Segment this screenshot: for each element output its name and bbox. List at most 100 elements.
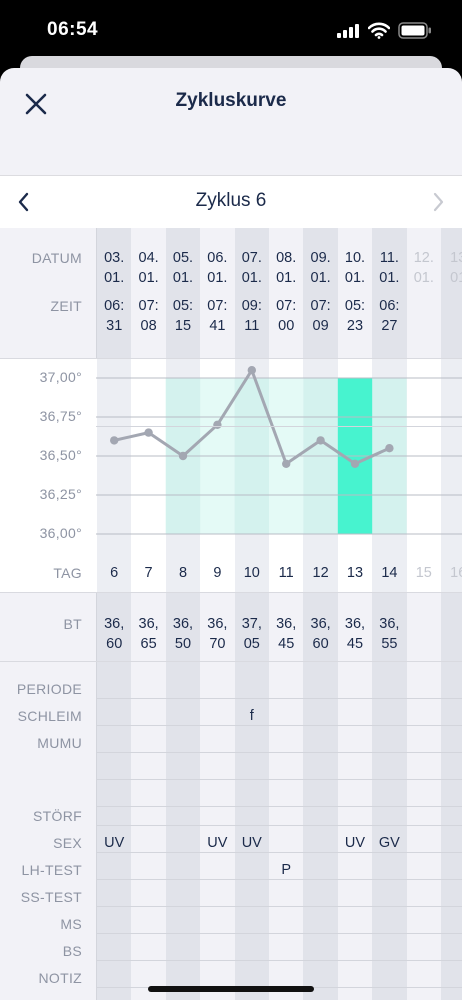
time-cell[interactable]: 31 <box>106 318 123 334</box>
temperature-cell[interactable]: 36, <box>104 616 125 632</box>
temperature-cell[interactable]: 55 <box>381 636 398 652</box>
date-cell[interactable]: 10. <box>344 250 366 266</box>
cycle-day-cell[interactable]: 10 <box>243 565 260 581</box>
time-cell[interactable]: 06: <box>104 298 125 314</box>
temperature-cell[interactable]: 36, <box>276 616 297 632</box>
temperature-point[interactable] <box>385 444 394 453</box>
date-cell[interactable]: 06. <box>207 250 228 266</box>
temperature-point[interactable] <box>213 420 222 429</box>
time-cell[interactable]: 07: <box>310 298 331 314</box>
temperature-cell[interactable]: 37, <box>241 616 262 632</box>
page-title: Zykluskurve <box>175 90 287 111</box>
temperature-cell[interactable]: 60 <box>106 636 123 652</box>
temperature-cell[interactable]: 45 <box>278 636 295 652</box>
mucus-cell[interactable]: f <box>249 708 254 724</box>
time-cell[interactable]: 27 <box>381 318 398 334</box>
date-cell[interactable]: 01 <box>450 270 462 286</box>
temperature-cell[interactable]: 05 <box>243 636 260 652</box>
temperature-cell[interactable]: 36, <box>207 616 228 632</box>
temperature-point[interactable] <box>144 428 153 437</box>
time-cell[interactable]: 05: <box>172 298 194 314</box>
date-cell[interactable]: 01. <box>310 270 331 286</box>
day-column <box>406 228 441 1000</box>
date-cell[interactable]: 01. <box>276 270 297 286</box>
temperature-cell[interactable]: 36, <box>344 616 366 632</box>
date-cell[interactable]: 01. <box>379 270 400 286</box>
temperature-cell[interactable]: 36, <box>172 616 194 632</box>
cycle-day-cell[interactable]: 13 <box>346 565 364 581</box>
time-cell[interactable]: 05: <box>344 298 366 314</box>
battery-icon <box>398 22 431 39</box>
temperature-point[interactable] <box>178 451 188 461</box>
time-cell[interactable]: 15 <box>174 318 192 334</box>
sex-cell[interactable]: UV <box>104 835 125 851</box>
temperature-point[interactable] <box>247 366 256 375</box>
label-bt: BT <box>63 616 82 632</box>
temperature-cell[interactable]: 45 <box>346 636 364 652</box>
label-notiz: NOTIZ <box>38 970 82 986</box>
chevron-right-icon[interactable] <box>428 190 448 214</box>
cycle-day-cell[interactable]: 12 <box>312 565 329 581</box>
date-cell[interactable]: 01. <box>344 270 366 286</box>
cycle-day-cell[interactable]: 9 <box>213 565 222 581</box>
date-cell[interactable]: 01. <box>138 270 159 286</box>
chevron-left-icon[interactable] <box>14 190 34 214</box>
temperature-cell[interactable]: 36, <box>310 616 331 632</box>
sex-cell[interactable]: UV <box>241 835 262 851</box>
date-cell[interactable]: 01. <box>207 270 228 286</box>
temperature-cell[interactable]: 60 <box>312 636 329 652</box>
date-cell[interactable]: 01. <box>241 270 262 286</box>
time-cell[interactable]: 11 <box>244 318 260 334</box>
close-icon[interactable] <box>22 90 50 118</box>
date-cell[interactable]: 12. <box>413 250 434 266</box>
temperature-cell[interactable]: 50 <box>174 636 192 652</box>
temperature-point[interactable] <box>316 436 325 445</box>
temperature-point[interactable] <box>282 459 291 468</box>
y-axis-tick-label: 36,00° <box>39 525 82 541</box>
cycle-day-cell[interactable]: 8 <box>178 565 188 581</box>
date-cell[interactable]: 03. <box>104 250 125 266</box>
time-cell[interactable]: 09 <box>312 318 329 334</box>
time-cell[interactable]: 00 <box>278 318 295 334</box>
date-cell[interactable]: 01. <box>413 270 434 286</box>
temperature-point[interactable] <box>350 459 360 468</box>
time-cell[interactable]: 06: <box>379 298 400 314</box>
time-cell[interactable]: 41 <box>209 318 226 334</box>
sex-cell[interactable]: UV <box>207 835 228 851</box>
sex-cell[interactable]: UV <box>344 835 366 851</box>
temperature-chart <box>96 366 462 535</box>
temperature-cell[interactable]: 70 <box>209 636 226 652</box>
time-cell[interactable]: 08 <box>140 318 157 334</box>
time-cell[interactable]: 07: <box>276 298 297 314</box>
time-cell[interactable]: 23 <box>346 318 364 334</box>
time-cell[interactable]: 07: <box>138 298 159 314</box>
time-cell[interactable]: 07: <box>207 298 228 314</box>
temperature-cell[interactable]: 36, <box>379 616 400 632</box>
date-cell[interactable]: 01. <box>172 270 194 286</box>
status-bar: 06:54 <box>0 0 462 62</box>
temperature-cell[interactable]: 36, <box>138 616 159 632</box>
cycle-day-cell[interactable]: 6 <box>110 565 119 581</box>
temperature-point[interactable] <box>110 436 119 445</box>
sex-cell[interactable]: GV <box>378 835 400 851</box>
cycle-day-cell[interactable]: 14 <box>381 565 398 581</box>
status-time: 06:54 <box>47 19 99 40</box>
date-cell[interactable]: 08. <box>276 250 297 266</box>
temperature-cell[interactable]: 65 <box>140 636 157 652</box>
row-divider <box>96 698 462 699</box>
cycle-day-cell[interactable]: 16 <box>450 565 462 581</box>
label-datum: DATUM <box>31 250 82 266</box>
date-cell[interactable]: 11. <box>379 250 399 266</box>
date-cell[interactable]: 07. <box>241 250 262 266</box>
section-divider <box>0 661 462 662</box>
date-cell[interactable]: 05. <box>172 250 194 266</box>
date-cell[interactable]: 09. <box>310 250 331 266</box>
cycle-day-cell[interactable]: 7 <box>144 565 153 581</box>
date-cell[interactable]: 04. <box>138 250 159 266</box>
time-cell[interactable]: 09: <box>241 298 262 314</box>
cycle-day-cell[interactable]: 15 <box>415 565 432 581</box>
date-cell[interactable]: 01. <box>104 270 125 286</box>
date-cell[interactable]: 13 <box>450 250 462 266</box>
cycle-day-cell[interactable]: 11 <box>278 565 294 581</box>
lh-test-cell[interactable]: P <box>281 862 292 878</box>
